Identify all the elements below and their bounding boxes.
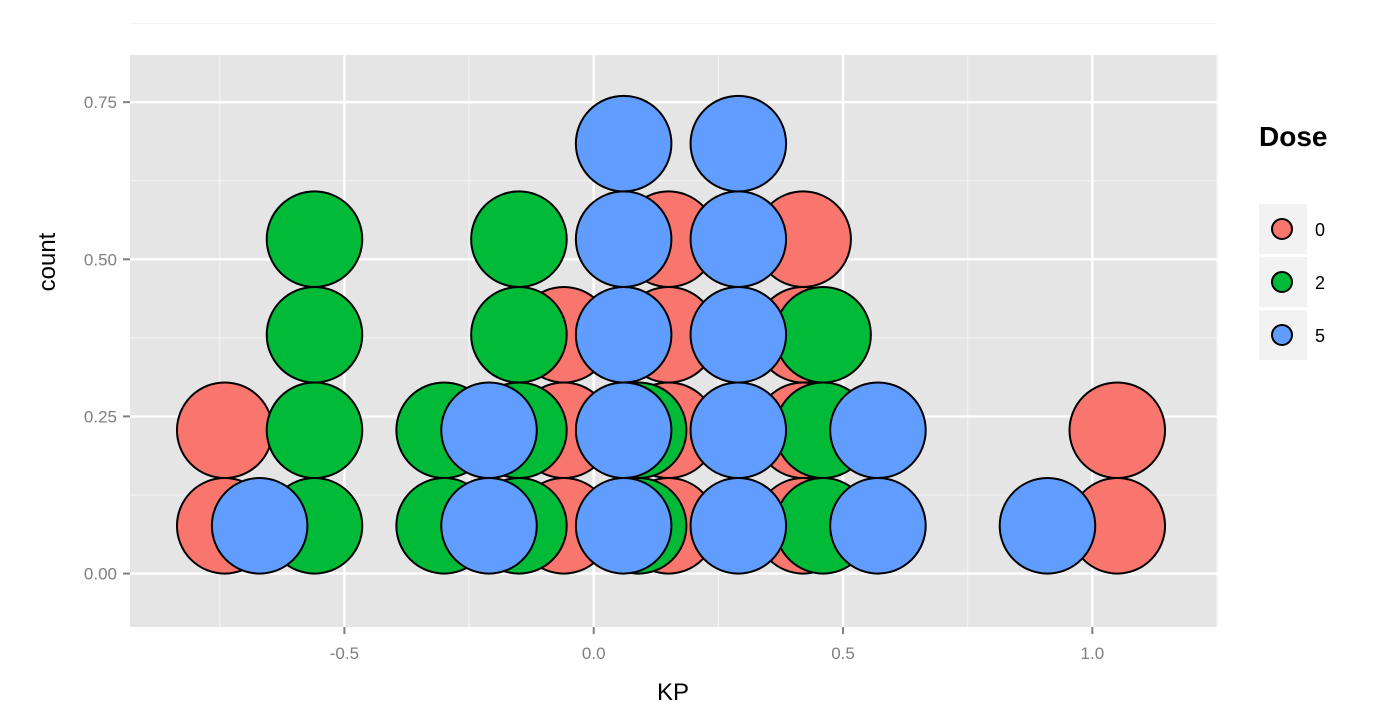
- dot-dose-2: [265, 381, 364, 480]
- legend-label-2: 2: [1315, 273, 1325, 293]
- y-axis-title: count: [34, 232, 61, 291]
- dot-dose-5: [574, 190, 673, 288]
- x-axis-title: KP: [657, 679, 689, 706]
- dots-layer: [175, 94, 1167, 575]
- dot-dose-5: [574, 285, 673, 384]
- dot-dose-5: [689, 477, 788, 575]
- legend-label-0: 0: [1315, 220, 1325, 240]
- dot-dose-0: [175, 381, 274, 480]
- dot-dose-2: [265, 190, 364, 288]
- x-tick-label: 0.5: [831, 644, 855, 663]
- dot-dose-5: [574, 94, 673, 193]
- legend-title: Dose: [1259, 121, 1327, 152]
- dot-dose-2: [265, 285, 364, 384]
- y-tick-label: 0.50: [84, 250, 117, 269]
- dot-dose-5: [829, 381, 927, 480]
- y-tick-label: 0.75: [84, 93, 117, 112]
- y-tick-label: 0.25: [84, 407, 117, 426]
- dot-dose-5: [689, 381, 788, 480]
- dot-dose-0: [1068, 381, 1167, 480]
- dot-dose-5: [689, 285, 788, 384]
- legend-dot-2: [1271, 271, 1293, 293]
- dot-dose-5: [829, 477, 927, 575]
- legend-dot-5: [1271, 324, 1293, 346]
- dot-dose-5: [440, 477, 538, 575]
- dot-dose-2: [470, 190, 568, 288]
- dot-dose-5: [210, 477, 309, 575]
- dot-dose-5: [689, 94, 788, 193]
- y-axis: 0.00 0.25 0.50 0.75: [84, 93, 130, 584]
- dot-dose-5: [998, 477, 1097, 575]
- x-tick-label: -0.5: [330, 644, 359, 663]
- dot-dose-5: [574, 381, 673, 480]
- dot-dose-5: [440, 381, 538, 480]
- dot-dose-5: [689, 190, 788, 288]
- dot-dose-5: [574, 477, 673, 575]
- x-tick-label: 0.0: [582, 644, 606, 663]
- legend: Dose 0 2 5: [1259, 121, 1327, 360]
- legend-label-5: 5: [1315, 326, 1325, 346]
- legend-dot-0: [1271, 218, 1293, 240]
- dot-dose-2: [774, 285, 872, 384]
- dot-dose-2: [470, 285, 568, 384]
- y-tick-label: 0.00: [84, 565, 117, 584]
- x-axis: -0.5 0.0 0.5 1.0: [330, 627, 1104, 663]
- x-tick-label: 1.0: [1081, 644, 1105, 663]
